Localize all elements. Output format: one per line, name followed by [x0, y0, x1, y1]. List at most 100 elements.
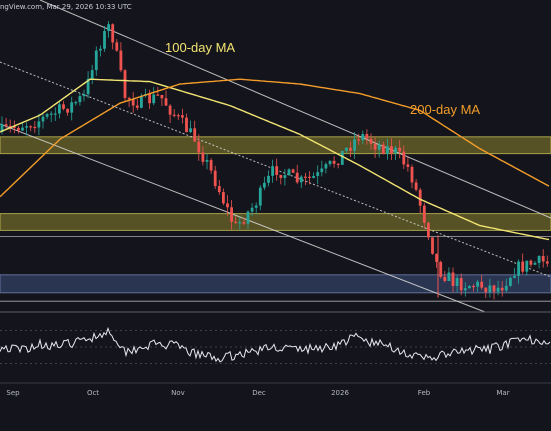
candle-body — [365, 134, 369, 139]
candle-body — [480, 281, 484, 288]
source-header: ngView.com, Mar 29, 2026 10:33 UTC — [0, 3, 132, 11]
candle-body — [25, 126, 28, 128]
candle-body — [135, 105, 139, 108]
candle-body — [119, 50, 123, 71]
candle-body — [4, 124, 8, 126]
rsi-line — [0, 326, 551, 363]
candle-body — [250, 207, 254, 212]
candle-body — [172, 114, 176, 116]
candle-body — [492, 285, 496, 292]
candle-body — [78, 96, 82, 103]
candle-body — [62, 104, 65, 109]
candle-body — [37, 121, 41, 128]
candle-body — [279, 174, 283, 178]
candle-body — [82, 94, 86, 97]
candle-body — [66, 108, 69, 113]
candle-body — [148, 94, 151, 104]
candle-body — [156, 94, 160, 96]
demand-zone — [0, 274, 551, 294]
candle-body — [537, 255, 541, 263]
candle-body — [287, 169, 291, 176]
candle-body — [381, 144, 385, 154]
candle-body — [271, 166, 274, 176]
candle-body — [263, 182, 266, 188]
candle-body — [295, 172, 299, 183]
candle-body — [193, 128, 197, 142]
candle-body — [115, 42, 119, 51]
candle-body — [70, 102, 74, 113]
candle-body — [217, 186, 221, 193]
candle-body — [451, 272, 455, 286]
candle-body — [205, 160, 209, 162]
candle-body — [0, 124, 4, 132]
candle-body — [316, 172, 320, 177]
candle-body — [390, 146, 393, 154]
candle-body — [107, 24, 110, 31]
candle-body — [488, 285, 492, 293]
candle-body — [525, 260, 529, 272]
candle-body — [140, 95, 143, 108]
upper-supply-zone — [0, 136, 551, 155]
candle-body — [447, 272, 451, 282]
candle-body — [373, 143, 377, 150]
candle-body — [422, 205, 426, 223]
candle-body — [127, 97, 131, 100]
candle-body — [168, 105, 172, 115]
candle-body — [90, 70, 94, 79]
candle-body — [496, 287, 500, 292]
candle-body — [500, 287, 504, 291]
candle-body — [17, 127, 20, 131]
candle-body — [377, 144, 381, 150]
candle-body — [267, 175, 270, 183]
candle-body — [402, 151, 406, 165]
candle-body — [345, 147, 348, 151]
candle-body — [439, 261, 443, 277]
candle-body — [242, 222, 246, 224]
candle-body — [160, 94, 164, 99]
candle-body — [238, 222, 242, 224]
candle-body — [418, 189, 422, 206]
candle-body — [94, 50, 98, 71]
candle-body — [283, 175, 287, 178]
candle-body — [21, 127, 24, 131]
candle-body — [406, 164, 410, 167]
candle-body — [349, 147, 352, 151]
candle-body — [361, 134, 365, 141]
candle-body — [275, 166, 279, 175]
candle-body — [529, 260, 533, 265]
candle-body — [304, 176, 307, 178]
candle-body — [328, 160, 332, 165]
candle-body — [53, 113, 57, 115]
candle-body — [234, 221, 238, 223]
candle-body — [197, 141, 201, 153]
candle-body — [213, 170, 217, 187]
x-tick-label: 2026 — [331, 389, 349, 397]
candle-body — [222, 192, 225, 204]
candle-body — [111, 24, 115, 43]
candle-body — [435, 253, 438, 262]
candle-body — [324, 164, 328, 169]
x-tick-label: Nov — [171, 389, 185, 397]
annotation-ma100-label: 100-day MA — [165, 40, 235, 55]
candle-body — [431, 237, 434, 254]
candle-body — [181, 115, 184, 118]
candle-body — [254, 205, 258, 208]
candle-body — [226, 203, 229, 208]
candle-body — [185, 117, 188, 133]
candle-body — [398, 147, 402, 152]
candle-body — [33, 126, 37, 129]
candle-body — [484, 287, 488, 293]
candle-body — [209, 160, 213, 171]
candle-body — [164, 98, 168, 106]
candle-body — [357, 139, 361, 141]
candle-body — [45, 114, 49, 117]
ma100-line — [0, 78, 550, 241]
channel-upper-line — [39, 0, 551, 219]
candle-body — [258, 187, 262, 206]
candle-body — [455, 278, 459, 286]
annotation-ma200-label: 200-day MA — [410, 102, 480, 117]
candle-body — [230, 207, 233, 222]
candle-body — [12, 126, 16, 128]
